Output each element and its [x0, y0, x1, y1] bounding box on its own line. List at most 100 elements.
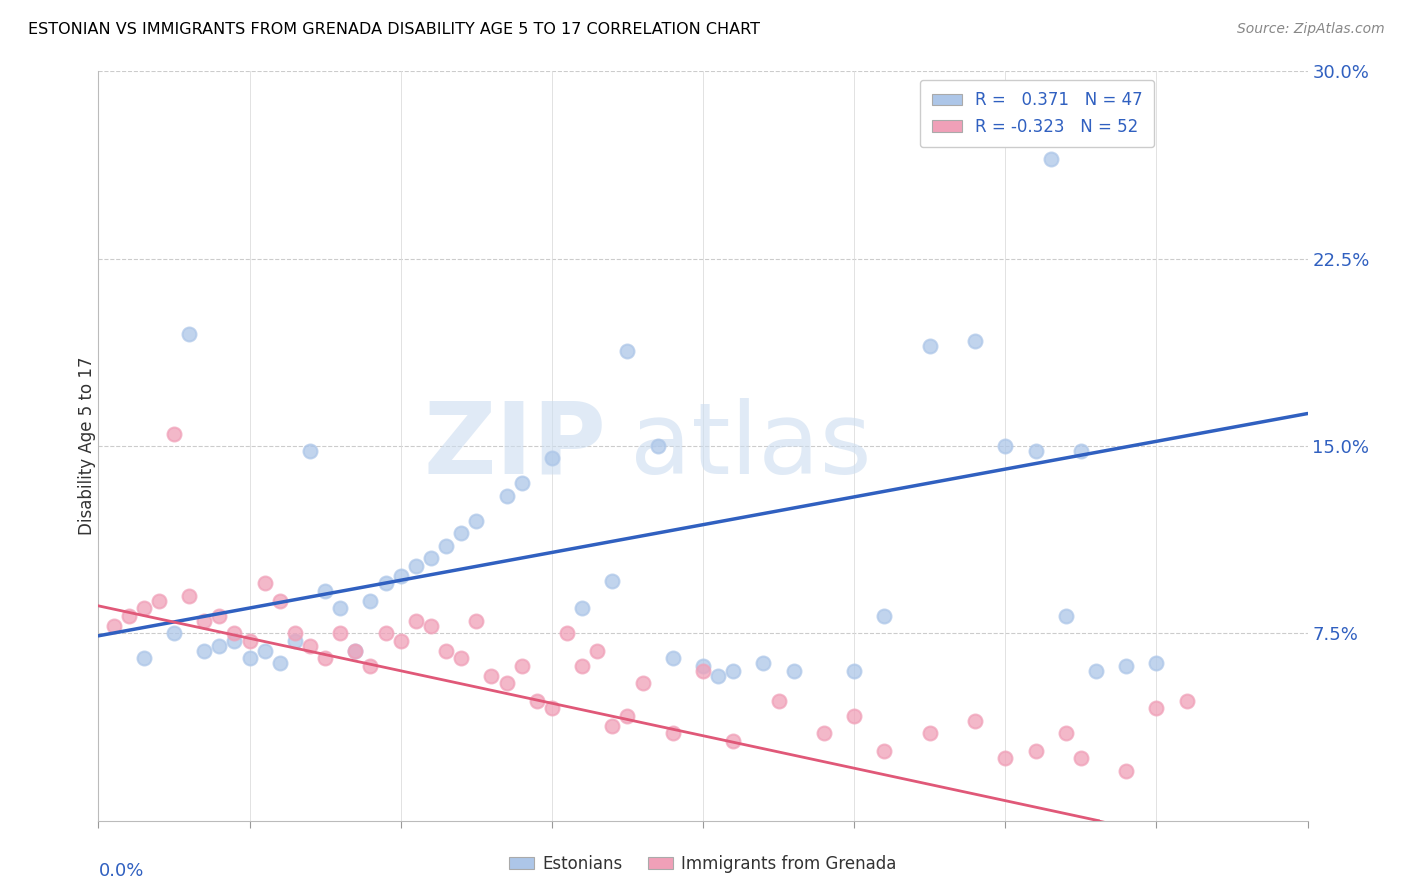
Point [540, 451, 562, 466]
Point [555, 626, 578, 640]
Point [253, 576, 276, 591]
Point [692, 658, 714, 673]
Point [374, 626, 396, 640]
Point [239, 633, 262, 648]
Point [1115, 658, 1137, 673]
Text: ESTONIAN VS IMMIGRANTS FROM GRENADA DISABILITY AGE 5 TO 17 CORRELATION CHART: ESTONIAN VS IMMIGRANTS FROM GRENADA DISA… [28, 22, 761, 37]
Point [465, 614, 488, 628]
Point [179, 326, 201, 341]
Point [420, 619, 443, 633]
Point [661, 651, 683, 665]
Point [495, 489, 517, 503]
Point [329, 601, 352, 615]
Point [360, 658, 382, 673]
Point [994, 751, 1017, 765]
Point [284, 626, 307, 640]
Point [571, 658, 593, 673]
Point [103, 619, 125, 633]
Point [707, 669, 730, 683]
Point [253, 644, 276, 658]
Point [450, 526, 472, 541]
Point [873, 744, 896, 758]
Text: atlas: atlas [630, 398, 872, 494]
Point [1146, 657, 1168, 671]
Point [405, 614, 427, 628]
Point [224, 633, 246, 648]
Point [661, 726, 683, 740]
Point [434, 644, 457, 658]
Point [179, 589, 201, 603]
Point [1146, 701, 1168, 715]
Point [389, 569, 412, 583]
Text: 0.0%: 0.0% [98, 862, 143, 880]
Point [873, 608, 896, 623]
Y-axis label: Disability Age 5 to 17: Disability Age 5 to 17 [79, 357, 96, 535]
Point [132, 601, 155, 615]
Point [239, 651, 262, 665]
Point [602, 574, 624, 588]
Point [299, 639, 322, 653]
Point [783, 664, 806, 678]
Legend: Estonians, Immigrants from Grenada: Estonians, Immigrants from Grenada [503, 848, 903, 880]
Point [692, 664, 714, 678]
Point [1070, 444, 1092, 458]
Point [163, 426, 186, 441]
Point [360, 594, 382, 608]
Point [481, 669, 503, 683]
Point [1054, 608, 1077, 623]
Point [768, 694, 790, 708]
Point [314, 651, 336, 665]
Point [813, 726, 835, 740]
Point [723, 664, 745, 678]
Point [269, 657, 291, 671]
Point [193, 644, 215, 658]
Point [208, 639, 231, 653]
Legend: R =   0.371   N = 47, R = -0.323   N = 52: R = 0.371 N = 47, R = -0.323 N = 52 [920, 79, 1154, 147]
Point [344, 644, 367, 658]
Point [1025, 744, 1047, 758]
Point [616, 708, 638, 723]
Point [1054, 726, 1077, 740]
Point [510, 476, 533, 491]
Point [389, 633, 412, 648]
Point [405, 558, 427, 573]
Point [540, 701, 562, 715]
Point [918, 339, 941, 353]
Point [163, 626, 186, 640]
Point [994, 439, 1017, 453]
Point [118, 608, 141, 623]
Point [269, 594, 291, 608]
Text: ZIP: ZIP [423, 398, 606, 494]
Point [616, 344, 638, 359]
Point [299, 444, 322, 458]
Point [1070, 751, 1092, 765]
Point [465, 514, 488, 528]
Point [1039, 152, 1062, 166]
Point [224, 626, 246, 640]
Point [208, 608, 231, 623]
Point [631, 676, 654, 690]
Point [284, 633, 307, 648]
Text: Source: ZipAtlas.com: Source: ZipAtlas.com [1237, 22, 1385, 37]
Point [752, 657, 775, 671]
Point [526, 694, 548, 708]
Point [586, 644, 609, 658]
Point [1085, 664, 1108, 678]
Point [344, 644, 367, 658]
Point [965, 714, 987, 728]
Point [193, 614, 215, 628]
Point [602, 719, 624, 733]
Point [965, 334, 987, 348]
Point [495, 676, 517, 690]
Point [844, 664, 866, 678]
Point [420, 551, 443, 566]
Point [844, 708, 866, 723]
Point [329, 626, 352, 640]
Point [1115, 764, 1137, 778]
Point [148, 594, 170, 608]
Point [723, 733, 745, 747]
Point [450, 651, 472, 665]
Point [1025, 444, 1047, 458]
Point [434, 539, 457, 553]
Point [132, 651, 155, 665]
